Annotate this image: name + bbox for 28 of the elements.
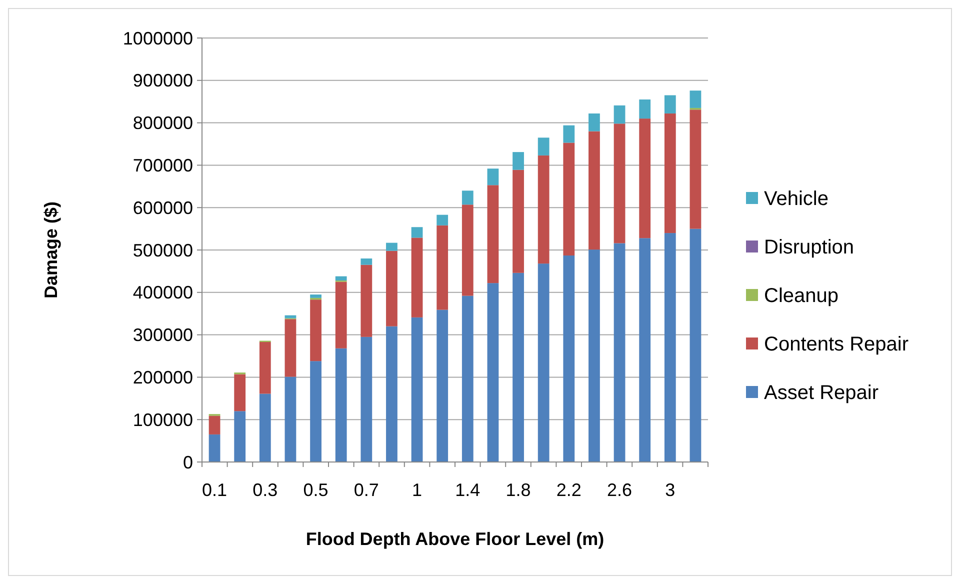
x-tick-label: 1.8: [506, 480, 531, 500]
y-tick-label: 200000: [132, 368, 193, 388]
x-tick-label: 0.7: [354, 480, 379, 500]
x-tick-label: 0.3: [252, 480, 278, 500]
x-tick-label: 1.4: [455, 480, 480, 500]
legend-label: Contents Repair: [764, 334, 909, 356]
x-axis-title: Flood Depth Above Floor Level (m): [306, 529, 604, 549]
y-tick-label: 0: [182, 452, 193, 472]
x-tick-label: 3: [665, 480, 676, 500]
x-tick-label: 1: [412, 480, 422, 500]
y-tick-label: 800000: [132, 113, 193, 134]
legend-label: Cleanup: [764, 285, 839, 307]
y-tick-label: 300000: [132, 325, 193, 346]
x-tick-label: 2.2: [556, 480, 582, 500]
y-tick-label: 100000: [132, 410, 193, 430]
y-tick-label: 900000: [132, 70, 193, 91]
y-tick-label: 1000000: [122, 28, 193, 48]
x-tick-label: 0.5: [303, 480, 328, 500]
y-axis-title: Damage ($): [41, 201, 61, 299]
y-tick-label: 500000: [132, 240, 193, 260]
legend-label: Asset Repair: [764, 382, 879, 404]
y-tick-label: 400000: [132, 282, 193, 303]
legend-label: Vehicle: [764, 188, 828, 210]
legend-label: Disruption: [764, 236, 854, 258]
y-tick-label: 700000: [132, 156, 193, 176]
y-tick-label: 600000: [132, 198, 193, 218]
x-tick-label: 0.1: [202, 480, 228, 500]
x-tick-label: 2.6: [607, 480, 632, 500]
